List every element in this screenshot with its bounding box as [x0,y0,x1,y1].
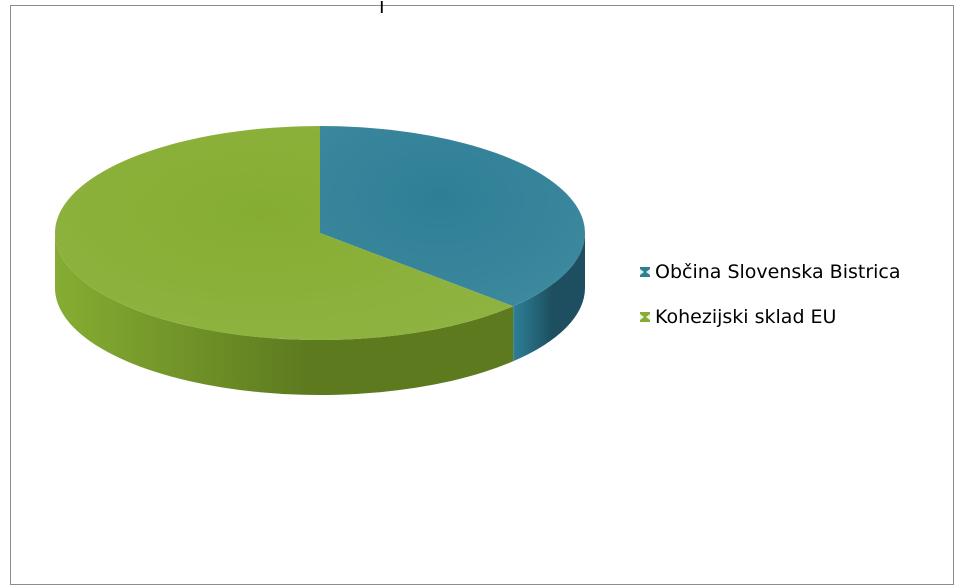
legend-swatch-obcina [640,266,650,277]
legend-label-kohezijski: Kohezijski sklad EU [655,305,837,328]
legend-item-kohezijski: Kohezijski sklad EU [640,303,901,330]
pie-slice-0 [320,126,585,307]
legend-item-obcina: Občina Slovenska Bistrica [640,258,901,285]
pie-side-0 [513,233,585,362]
pie-slice-1 [54,125,514,340]
chart-title-fragment: j [379,0,385,13]
legend: Občina Slovenska Bistrica Kohezijski skl… [640,258,901,348]
pie-side-1 [55,233,514,395]
legend-swatch-kohezijski [640,311,650,322]
legend-label-obcina: Občina Slovenska Bistrica [655,260,901,283]
